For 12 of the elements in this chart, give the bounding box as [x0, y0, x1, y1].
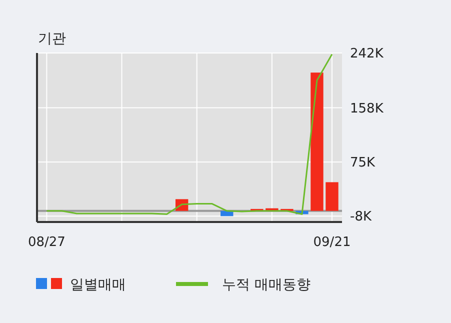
chart-title: 기관: [38, 31, 66, 47]
bar: [326, 182, 338, 211]
x-tick-label: 09/21: [313, 235, 351, 250]
legend-label: 누적 매매동향: [222, 277, 310, 293]
y-tick-label: 75K: [350, 156, 376, 171]
y-tick-label: 242K: [350, 46, 384, 62]
y-tick-label: 158K: [350, 101, 384, 116]
bar: [310, 72, 324, 211]
legend-label: 일별매매: [70, 277, 126, 293]
line-series: [46, 54, 333, 215]
y-tick-label: -8K: [350, 210, 372, 225]
x-tick-label: 08/27: [28, 235, 66, 250]
